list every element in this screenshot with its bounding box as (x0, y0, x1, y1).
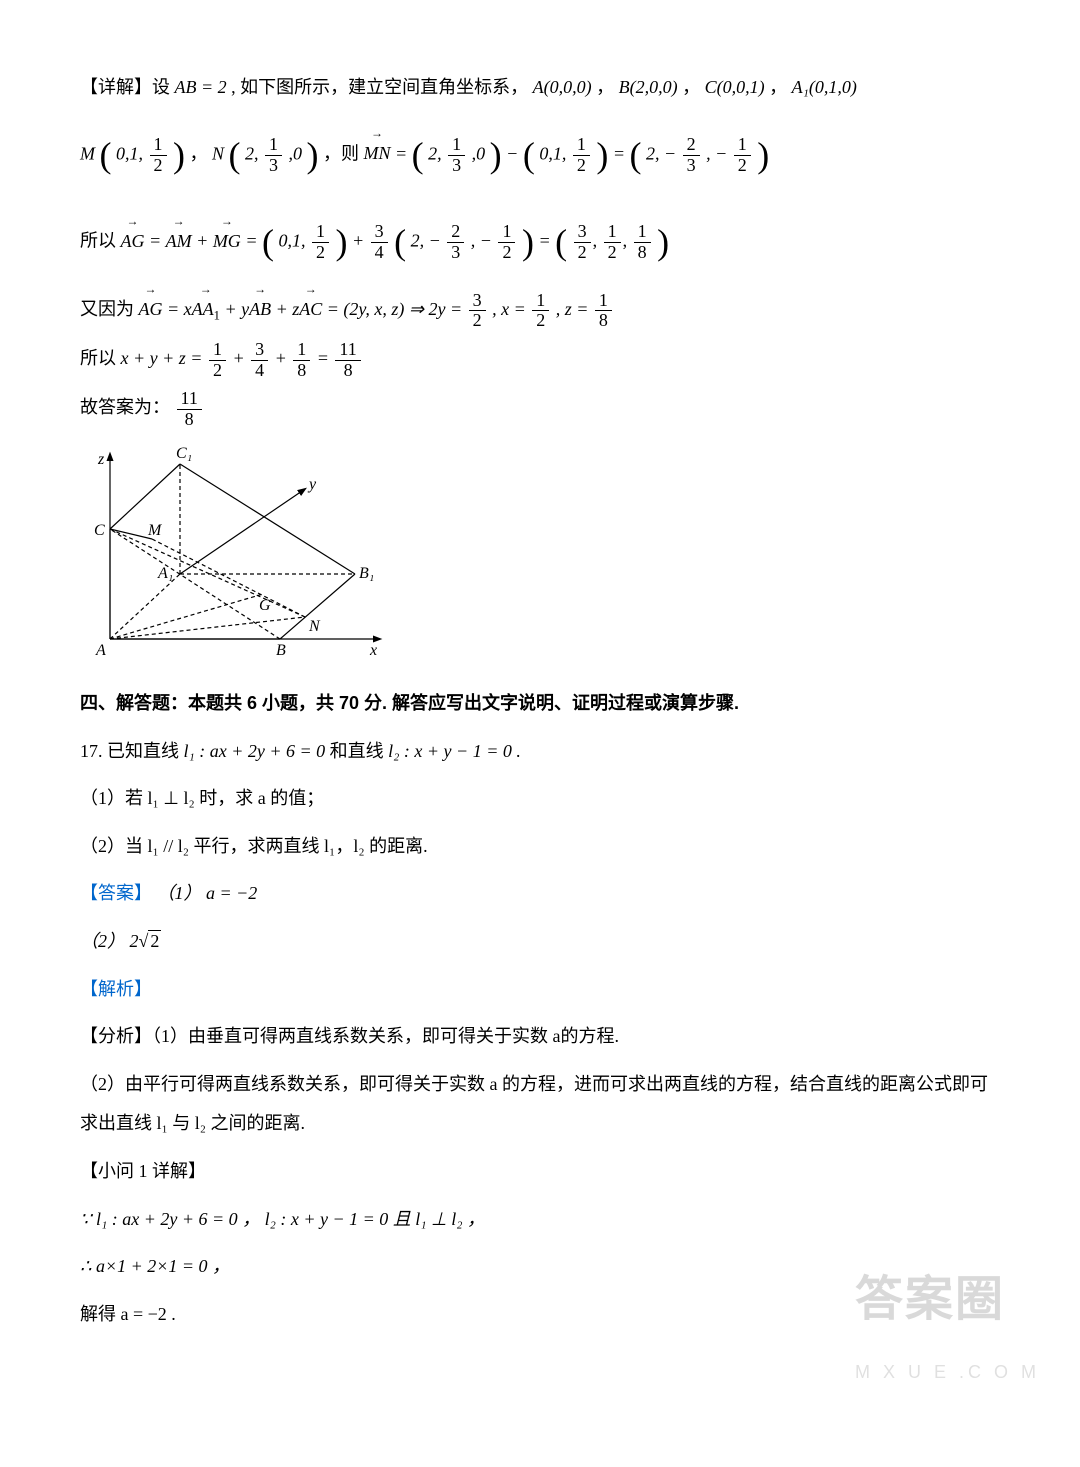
svg-text:A₁: A₁ (157, 565, 173, 582)
pre: 故答案为： (80, 397, 170, 417)
prism-figure: z y x A B C C₁ A₁ B₁ M N G (80, 439, 1000, 674)
svg-text:y: y (307, 476, 317, 493)
lparen: ( (412, 135, 424, 175)
text: , 如下图所示，建立空间直角坐标系， (231, 77, 528, 97)
svg-text:B₁: B₁ (359, 565, 374, 582)
lparen: ( (523, 135, 535, 175)
q17-stem: 17. 已知直线 l₁ : ax + 2y + 6 = 0 和直线 l₂ : x… (80, 732, 1000, 772)
rparen: ) (173, 135, 185, 175)
vec-MN: MN (364, 134, 391, 174)
then: ，则 (323, 143, 364, 163)
svg-text:N: N (308, 618, 321, 635)
sep: ， (190, 143, 208, 163)
sep: ， (769, 77, 787, 97)
M: M (80, 143, 95, 163)
eq: = (613, 143, 630, 163)
detail-line-1: 【详解】设 AB = 2 , 如下图所示，建立空间直角坐标系， A(0,0,0)… (80, 68, 1000, 108)
watermark: 答案圈 M X U E .C O M (855, 1247, 1040, 1392)
svg-text:A: A (95, 642, 106, 659)
detail-line-6: 故答案为： 118 (80, 388, 1000, 429)
rparen: ) (596, 135, 608, 175)
mcoord: 0,1, (116, 143, 143, 163)
lparen: ( (229, 135, 241, 175)
svg-text:M: M (147, 522, 163, 539)
figure-svg: z y x A B C C₁ A₁ B₁ M N G (80, 439, 390, 659)
q17-part2: （2）当 l₁ // l₂ 平行，求两直线 l₁，l₂ 的距离. (80, 827, 1000, 867)
lparen: ( (100, 135, 112, 175)
ptA1: A₁(0,1,0) (792, 77, 857, 97)
frac: 23 (683, 135, 700, 176)
N: N (212, 143, 224, 163)
pre: 又因为 (80, 299, 139, 319)
ptA: A(0,0,0) (533, 77, 592, 97)
frac: 13 (265, 135, 282, 176)
ptB: B(2,0,0) (619, 77, 678, 97)
frac: 12 (734, 135, 751, 176)
detail-line-2: M ( 0,1, 12 ) ， N ( 2, 13 ,0 ) ，则 MN = (… (80, 116, 1000, 195)
eq: AB = 2 (175, 77, 227, 97)
rparen: ) (307, 135, 319, 175)
frac: 13 (448, 135, 465, 176)
analysis-2: （2）由平行可得两直线系数关系，即可得关于实数 a 的方程，进而可求出两直线的方… (80, 1065, 1000, 1144)
sub1-l1: ∵ l₁ : ax + 2y + 6 = 0 ， l₂ : x + y − 1 … (80, 1200, 1000, 1240)
ptC: C(0,0,1) (705, 77, 765, 97)
svg-text:x: x (369, 642, 377, 659)
vec-AM: AM (166, 222, 192, 262)
analysis-label: 【解析】 (80, 970, 1000, 1010)
detail-line-3: 所以 AG = AM + MG = ( 0,1, 12 ) + 34 ( 2, … (80, 203, 1000, 282)
vec-AG: AG (139, 290, 163, 330)
sep: ， (596, 77, 614, 97)
frac: 12 (573, 135, 590, 176)
answer-frac: 118 (177, 389, 202, 430)
minus: − (506, 143, 523, 163)
sqrt-icon: 2 (139, 922, 162, 962)
svg-text:C: C (94, 522, 105, 539)
detail-line-4: 又因为 AG = xAA1 + yAB + zAC = (2y, x, z) ⇒… (80, 290, 1000, 331)
vec-AG: AG (121, 222, 145, 262)
frac: 12 (150, 135, 167, 176)
pre: 所以 (80, 231, 121, 251)
answer-line-1: 【答案】 （1） a = −2 (80, 874, 1000, 914)
pre: 所以 (80, 348, 121, 368)
text: 【详解】设 (80, 77, 175, 97)
ntail: ,0 (289, 143, 303, 163)
svg-text:C₁: C₁ (176, 445, 192, 462)
analysis-1: 【分析】（1）由垂直可得两直线系数关系，即可得关于实数 a的方程. (80, 1017, 1000, 1057)
watermark-url: M X U E .C O M (855, 1353, 1040, 1393)
detail-line-5: 所以 x + y + z = 12 + 34 + 18 = 118 (80, 339, 1000, 380)
answer-line-2: （2） 22 (80, 922, 1000, 962)
section4-heading: 四、解答题：本题共 6 小题，共 70 分. 解答应写出文字说明、证明过程或演算… (80, 684, 1000, 724)
svg-text:G: G (259, 597, 271, 614)
q17-part1: （1）若 l₁ ⊥ l₂ 时，求 a 的值； (80, 779, 1000, 819)
ncoord: 2, (245, 143, 259, 163)
rparen: ) (757, 135, 769, 175)
lparen: ( (629, 135, 641, 175)
svg-text:B: B (276, 642, 286, 659)
vec-MG: MG (213, 222, 241, 262)
sep: ， (682, 77, 700, 97)
answer-label: 【答案】 (80, 883, 152, 903)
svg-text:z: z (97, 451, 105, 468)
rparen: ) (490, 135, 502, 175)
sub1-label: 【小问 1 详解】 (80, 1152, 1000, 1192)
eq: = (395, 143, 412, 163)
watermark-cn: 答案圈 (855, 1247, 1040, 1353)
